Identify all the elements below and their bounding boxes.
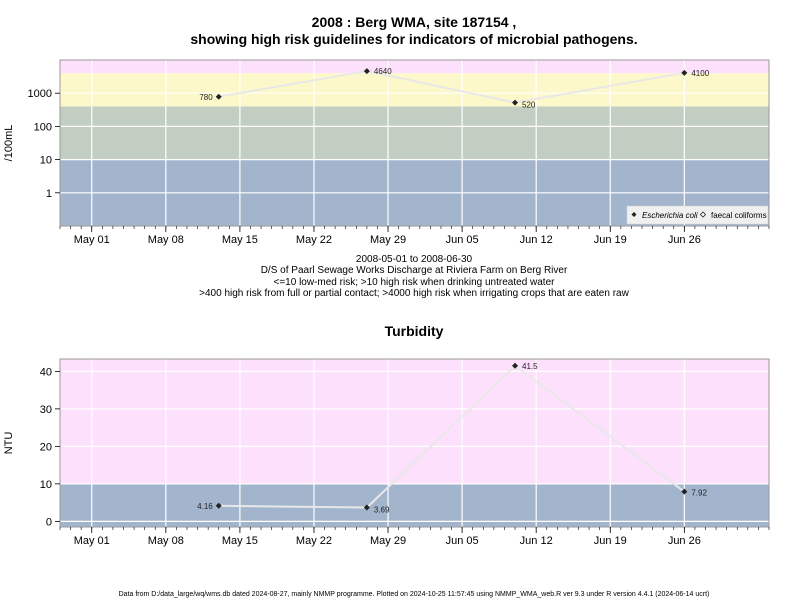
y-tick-label: 10	[40, 155, 52, 167]
data-point	[363, 68, 370, 75]
x-tick-label: Jun 19	[594, 234, 627, 246]
x-tick-label: May 29	[370, 234, 406, 246]
x-tick-label: Jun 12	[520, 535, 553, 547]
data-label: 3.69	[374, 506, 390, 515]
chart1-y-axis: 1 10 100 1000	[28, 88, 60, 200]
chart2-x-axis: May 01 May 08 May 15 May 22 May 29 Jun 05 Jun …	[59, 527, 770, 547]
legend-open-diamond-marker	[699, 211, 707, 218]
x-tick-label: May 22	[296, 234, 332, 246]
data-point	[215, 502, 222, 509]
data-label: 4.16	[197, 502, 213, 511]
x-tick-label: Jun 26	[668, 234, 701, 246]
chart1-series: 780 4640 520 4100	[199, 67, 709, 110]
y-tick-label: 0	[46, 516, 52, 528]
chart1-plot-frame	[59, 59, 770, 227]
chart1-title-line2: showing high risk guidelines for indicat…	[190, 31, 637, 47]
y-tick-label: 1	[46, 188, 52, 200]
x-tick-label: Jun 19	[594, 535, 627, 547]
x-tick-label: May 22	[296, 535, 332, 547]
data-label: 780	[199, 93, 213, 102]
chart2-grid	[60, 359, 769, 527]
chart1-note-date-range: 2008-05-01 to 2008-06-30	[356, 254, 473, 265]
x-tick-label: May 08	[148, 234, 184, 246]
data-label: 7.92	[691, 489, 707, 498]
chart2-y-axis-label: NTU	[3, 432, 15, 455]
x-tick-label: May 01	[74, 535, 110, 547]
data-point	[681, 488, 688, 495]
chart1-y-axis-label: /100mL	[3, 125, 15, 162]
risk-band	[60, 60, 769, 74]
footer-source-note: Data from D:/data_large/wq/wms.db dated …	[119, 591, 710, 598]
legend-filled-diamond-marker	[631, 212, 637, 217]
y-tick-label: 30	[40, 404, 52, 416]
data-label: 4100	[691, 69, 709, 78]
y-tick-label: 20	[40, 441, 52, 453]
x-tick-label: Jun 05	[446, 234, 479, 246]
x-tick-label: Jun 26	[668, 535, 701, 547]
data-label: 520	[522, 101, 536, 110]
chart2-title: Turbidity	[385, 323, 444, 339]
chart2-y-axis: 0 10 20 30 40	[40, 366, 60, 528]
chart1-title-line1: 2008 : Berg WMA, site 187154 ,	[312, 14, 517, 30]
chart2-risk-bands	[60, 359, 769, 527]
y-tick-label: 100	[34, 121, 52, 133]
data-label: 4640	[374, 67, 392, 76]
series-line	[218, 70, 685, 104]
chart1-note-contact-risk: >400 high risk from full or partial cont…	[199, 288, 629, 299]
data-point	[512, 99, 519, 106]
chart1-grid	[60, 60, 769, 226]
x-tick-label: May 08	[148, 535, 184, 547]
x-tick-label: Jun 12	[520, 234, 553, 246]
chart1-x-axis: May 01 May 08 May 15 May 22 May 29 Jun 05 Jun …	[59, 226, 770, 246]
legend-label-escherichia-coli: Escherichia coli	[642, 211, 698, 220]
x-tick-label: May 15	[222, 535, 258, 547]
chart2-plot-frame	[59, 358, 770, 528]
risk-band	[60, 483, 769, 527]
series-line	[218, 364, 685, 509]
chart1-legend: Escherichia coli faecal coliforms	[626, 205, 769, 225]
data-point	[512, 362, 519, 369]
x-tick-label: Jun 05	[446, 535, 479, 547]
data-label: 41.5	[522, 362, 538, 371]
data-point	[681, 69, 688, 76]
legend-box	[626, 205, 769, 225]
chart1-note-drinking-risk: <=10 low-med risk; >10 high risk when dr…	[274, 277, 556, 288]
x-tick-label: May 01	[74, 234, 110, 246]
y-tick-label: 40	[40, 366, 52, 378]
x-tick-label: May 15	[222, 234, 258, 246]
x-tick-label: May 29	[370, 535, 406, 547]
y-tick-label: 1000	[28, 88, 52, 100]
y-tick-label: 10	[40, 479, 52, 491]
risk-band	[60, 106, 769, 160]
chart2-series: 4.16 3.69 41.5 7.92	[197, 362, 707, 515]
data-point	[363, 504, 370, 511]
chart1-note-site-description: D/S of Paarl Sewage Works Discharge at R…	[261, 265, 568, 276]
legend-label-faecal-coliforms: faecal coliforms	[711, 211, 767, 220]
data-point	[215, 93, 222, 100]
